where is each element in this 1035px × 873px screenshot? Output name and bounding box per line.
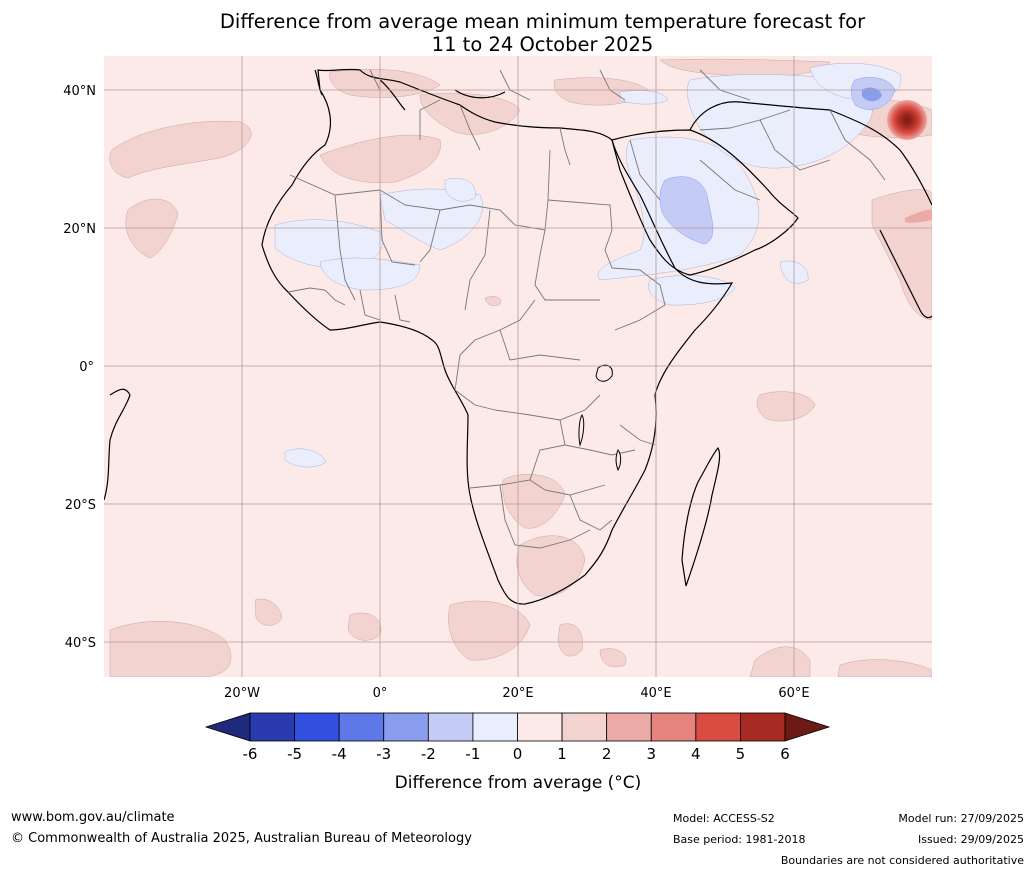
lon-label: 0° — [373, 686, 388, 701]
colorbar-segment — [517, 712, 563, 742]
colorbar-tick-label: -5 — [287, 745, 302, 763]
warm-band-india — [905, 209, 932, 223]
colorbar-tick-label: 2 — [602, 745, 612, 763]
cool-anomaly-peak — [862, 87, 882, 102]
colorbar-tick-label: -4 — [332, 745, 347, 763]
colorbar-segment — [249, 712, 295, 742]
colorbar-segment — [606, 712, 652, 742]
lat-label: 40°S — [65, 636, 96, 651]
colorbar: -6 -5 -4 -3 -2 -1 0 1 2 3 4 5 6 Difference from aver… — [204, 712, 831, 793]
footer-website: www.bom.gov.au/climate — [11, 810, 175, 825]
colorbar-tick-label: 6 — [780, 745, 790, 763]
colorbar-tick-label: 0 — [513, 745, 523, 763]
colorbar-tick-label: 4 — [691, 745, 701, 763]
colorbar-segment — [294, 712, 340, 742]
country-borders — [287, 69, 886, 549]
colorbar-segment — [650, 712, 697, 742]
colorbar-tick-label: 1 — [557, 745, 567, 763]
footer-issued: Issued: 29/09/2025 — [917, 833, 1024, 846]
lon-label: 60°E — [778, 686, 809, 701]
footer-model-run: Model run: 27/09/2025 — [898, 812, 1024, 825]
latitude-labels: 40°N 20°N 0° 20°S 40°S — [63, 84, 96, 651]
colorbar-tick-label: -3 — [376, 745, 391, 763]
colorbar-ticks: -6 -5 -4 -3 -2 -1 0 1 2 3 4 5 6 — [243, 745, 790, 763]
colorbar-segment — [338, 712, 385, 742]
colorbar-tick-label: -1 — [465, 745, 480, 763]
colorbar-segment — [472, 712, 518, 742]
map-title: Difference from average mean minimum tem… — [0, 10, 1035, 56]
footer-model: Model: ACCESS-S2 — [673, 812, 775, 825]
lon-label: 20°E — [502, 686, 533, 701]
colorbar-tick-label: 3 — [646, 745, 656, 763]
footer-disclaimer: Boundaries are not considered authoritat… — [780, 854, 1024, 867]
map-title-line1: Difference from average mean minimum tem… — [219, 10, 866, 33]
colorbar-segment — [427, 712, 474, 742]
lon-label: 20°W — [224, 686, 260, 701]
colorbar-segment — [561, 712, 608, 742]
colorbar-max-extension — [784, 712, 831, 742]
colorbar-tick-label: -6 — [243, 745, 258, 763]
lat-label: 0° — [79, 360, 94, 375]
colorbar-segment — [740, 712, 786, 742]
lakes — [578, 364, 622, 472]
footer-copyright: © Commonwealth of Australia 2025, Austra… — [11, 831, 472, 846]
coastlines — [104, 68, 932, 605]
map-title-line2: 11 to 24 October 2025 — [431, 33, 654, 56]
map-content — [104, 58, 932, 677]
lon-label: 40°E — [640, 686, 671, 701]
colorbar-min-extension — [204, 712, 251, 742]
colorbar-title: Difference from average (°C) — [395, 773, 642, 793]
colorbar-segment — [383, 712, 429, 742]
lat-label: 20°N — [63, 222, 96, 237]
colorbar-segment — [695, 712, 741, 742]
lat-label: 40°N — [63, 84, 96, 99]
footer-base-period: Base period: 1981-2018 — [673, 833, 806, 846]
longitude-labels: 20°W 0° 20°E 40°E 60°E — [224, 686, 810, 701]
graticule — [104, 56, 932, 677]
lat-label: 20°S — [65, 498, 96, 513]
warm-anomaly-hotspot — [887, 100, 927, 140]
colorbar-tick-label: 5 — [736, 745, 746, 763]
colorbar-segments — [249, 712, 786, 742]
colorbar-tick-label: -2 — [421, 745, 436, 763]
